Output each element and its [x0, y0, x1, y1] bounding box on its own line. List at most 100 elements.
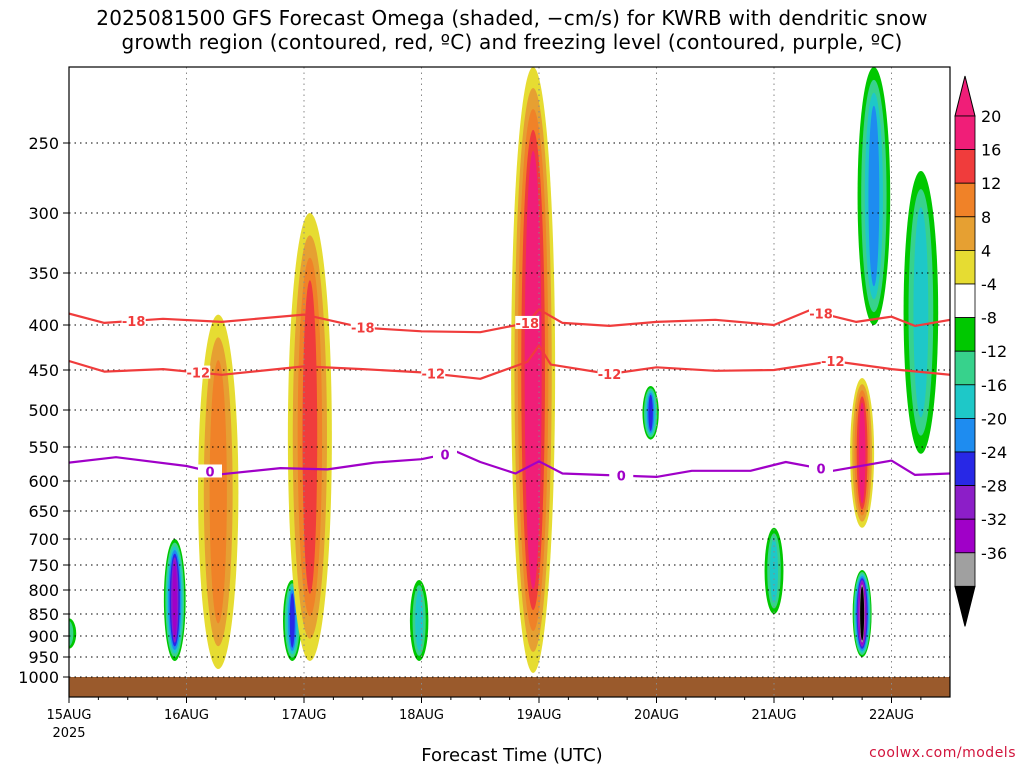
x-tick-label-21AUG: 21AUG: [751, 708, 796, 723]
x-tick-label-17AUG: 17AUG: [281, 708, 326, 723]
contour-label-bg-2-3: [809, 461, 833, 475]
omega-shading: [69, 67, 939, 673]
contour-label-bg-1-2: [597, 367, 622, 380]
colorbar-label-12: -32: [981, 510, 1007, 529]
colorbar-label-6: -8: [981, 309, 997, 328]
omega-blob-1-level-6: [172, 560, 177, 640]
ground-surface: [69, 677, 950, 697]
contour-label-1-0: -12: [187, 367, 211, 382]
y-tick-label-650: 650: [28, 502, 59, 521]
colorbar-label-3: 8: [981, 208, 991, 227]
colorbar-label-4: 4: [981, 241, 991, 260]
y-tick-label-500: 500: [28, 401, 59, 420]
colorbar: 20 16 12 8 4 -4 -8 -12 -16 -20 -24 -28 -32 -36: [954, 75, 1007, 627]
omega-blob-9-level-4: [858, 402, 866, 504]
y-tick-label-250: 250: [28, 134, 59, 153]
omega-blob-11-level-3: [868, 105, 880, 287]
contour-label-0-3: -18: [809, 307, 833, 322]
title-line-1: 2025081500 GFS Forecast Omega (shaded, −…: [96, 6, 928, 30]
contour-label-0-0: -18: [122, 315, 146, 330]
chart-title: 2025081500 GFS Forecast Omega (shaded, −…: [0, 6, 1024, 54]
x-tick-label-16AUG: 16AUG: [164, 708, 209, 723]
colorbar-swatch-10: [954, 451, 976, 486]
grid-lines: [69, 67, 950, 697]
y-tick-label-900: 900: [28, 627, 59, 646]
colorbar-label-8: -16: [981, 376, 1007, 395]
ground-fill: [69, 677, 950, 697]
contour-label-bg-1-1: [421, 366, 446, 380]
plot-background: [69, 67, 950, 697]
colorbar-swatch-1: [954, 149, 976, 184]
contour-line-1: [69, 344, 950, 380]
colorbar-swatch-13: [954, 552, 976, 587]
omega-blob-4-level-3: [302, 280, 318, 594]
omega-blob-6-level-5: [528, 171, 539, 569]
title-line-2: growth region (contoured, red, ºC) and f…: [121, 30, 903, 54]
y-tick-label-350: 350: [28, 264, 59, 283]
x-tick-sublabel-15AUG: 2025: [52, 726, 85, 741]
x-axis-label: Forecast Time (UTC): [421, 745, 603, 766]
omega-blob-3-level-4: [289, 593, 295, 648]
x-tick-label-19AUG: 19AUG: [516, 708, 561, 723]
x-tick-label-18AUG: 18AUG: [399, 708, 444, 723]
contour-label-bg-0-3: [809, 306, 833, 320]
contour-label-2-3: 0: [816, 463, 825, 478]
y-tick-label-550: 550: [28, 438, 59, 457]
x-tick-label-15AUG: 15AUG: [46, 708, 91, 723]
colorbar-swatch-5: [954, 283, 976, 318]
contour-label-bg-0-2: [515, 315, 540, 329]
colorbar-label-1: 16: [981, 141, 1001, 160]
contour-label-bg-2-1: [433, 447, 457, 461]
contour-label-bg-1-0: [186, 365, 211, 379]
omega-blob-0-level-1: [69, 621, 74, 646]
contour-label-2-1: 0: [440, 448, 449, 463]
contour-label-0-1: -18: [351, 322, 375, 337]
y-tick-label-850: 850: [28, 605, 59, 624]
colorbar-label-10: -24: [981, 443, 1007, 462]
contour-lines: -18 -18 -18 -18 -12 -12 -12 -12 0 0 0 0: [69, 306, 950, 485]
contour-line-0: [69, 308, 950, 334]
colorbar-label-11: -28: [981, 477, 1007, 496]
colorbar-label-9: -20: [981, 409, 1007, 428]
colorbar-swatch-6: [954, 317, 976, 352]
y-tick-label-700: 700: [28, 530, 59, 549]
y-tick-label-450: 450: [28, 361, 59, 380]
x-axis-ticks: 15AUG 2025 16AUG 17AUG 18AUG 19AUG 20AUG 21AUG 2…: [46, 697, 922, 741]
contour-label-2-0: 0: [205, 465, 214, 480]
contour-label-1-3: -12: [821, 355, 845, 370]
y-tick-label-1000: 1000: [18, 668, 59, 687]
x-tick-label-20AUG: 20AUG: [634, 708, 679, 723]
colorbar-swatch-4: [954, 249, 976, 285]
contour-label-bg-0-1: [350, 320, 375, 334]
colorbar-label-13: -36: [981, 544, 1007, 563]
colorbar-swatch-9: [954, 417, 976, 453]
colorbar-top-arrow: [954, 75, 976, 117]
contour-label-0-2: -18: [516, 317, 540, 332]
y-tick-label-300: 300: [28, 204, 59, 223]
y-tick-label-400: 400: [28, 316, 59, 335]
contour-label-1-2: -12: [598, 368, 622, 383]
y-tick-label-800: 800: [28, 581, 59, 600]
colorbar-label-7: -12: [981, 342, 1007, 361]
omega-blob-5-level-2: [415, 590, 424, 651]
colorbar-label-2: 12: [981, 174, 1001, 193]
omega-blob-7-level-4: [648, 394, 653, 431]
credit-link[interactable]: coolwx.com/models: [869, 745, 1016, 761]
contour-label-1-1: -12: [422, 368, 446, 383]
y-tick-label-950: 950: [28, 648, 59, 667]
colorbar-swatch-0: [954, 115, 976, 150]
colorbar-swatch-11: [954, 485, 976, 520]
contour-label-bg-0-0: [121, 313, 146, 327]
colorbar-swatch-2: [954, 182, 976, 218]
colorbar-swatch-8: [954, 384, 976, 419]
contour-label-bg-1-3: [820, 354, 845, 367]
y-tick-label-600: 600: [28, 472, 59, 491]
omega-blob-8-level-2: [769, 538, 779, 603]
omega-blob-2-level-2: [209, 360, 227, 624]
x-tick-label-22AUG: 22AUG: [869, 708, 914, 723]
colorbar-swatch-3: [954, 216, 976, 251]
contour-label-bg-2-2: [609, 468, 634, 482]
y-axis-ticks: 250 300 350 400 450 500 550 600 650 700 750 800 850 9…: [18, 134, 69, 687]
contour-label-bg-2-0: [198, 464, 222, 478]
